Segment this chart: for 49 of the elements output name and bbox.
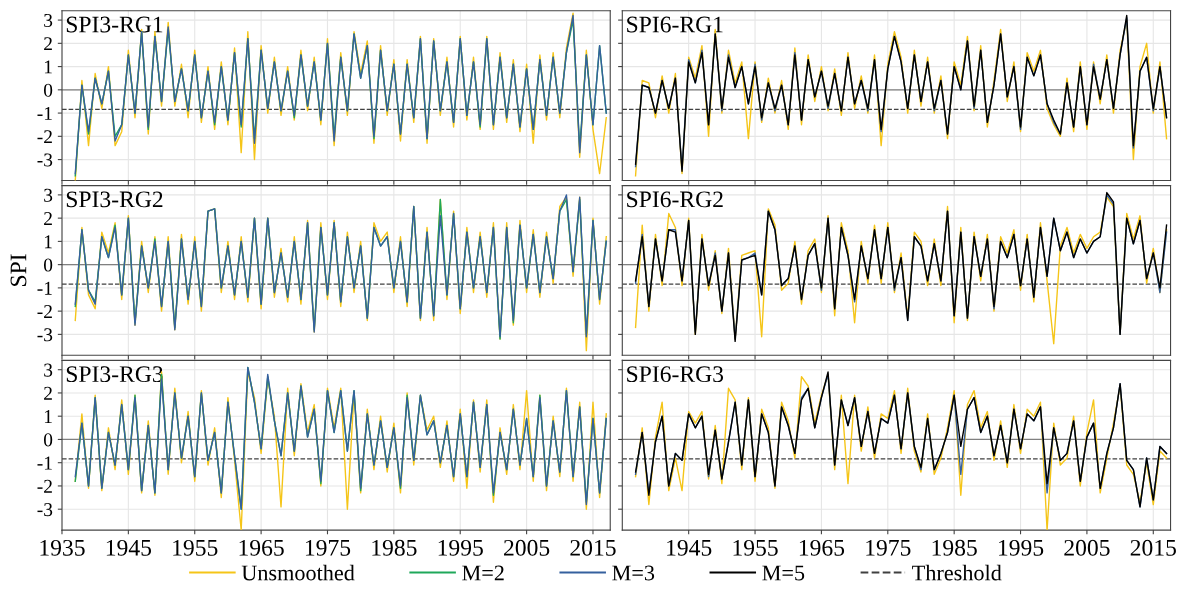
y-tick-label: 1 [44, 410, 52, 423]
chart-title: SPI3-RG2 [66, 191, 163, 208]
x-tick-label: 2015 [570, 539, 616, 556]
y-tick-label: 2 [44, 212, 52, 225]
y-tick-label: -1 [37, 281, 52, 295]
y-tick-label: -3 [37, 153, 53, 167]
x-tick-label: 1985 [372, 539, 417, 556]
y-axis-title: SPI [10, 254, 27, 286]
y-tick-label: 3 [44, 363, 53, 377]
legend-label: M=3 [612, 565, 655, 581]
x-tick-label: 1945 [667, 539, 712, 556]
y-tick-label: -3 [37, 503, 53, 517]
x-tick-label: 2015 [1130, 539, 1176, 556]
y-tick-label: 2 [44, 386, 52, 400]
x-tick-label: 1965 [799, 539, 845, 556]
x-tick-label: 2005 [1064, 539, 1110, 556]
chart-title: SPI6-RG1 [627, 16, 723, 33]
y-tick-label: -1 [37, 456, 52, 470]
y-tick-label: 0 [43, 258, 53, 272]
y-tick-label: 2 [44, 37, 52, 51]
legend-label: Unsmoothed [241, 564, 355, 581]
y-tick-label: 0 [43, 433, 53, 447]
x-tick-label: 1995 [999, 539, 1044, 556]
legend-label: Threshold [912, 564, 1002, 581]
x-tick-label: 2005 [504, 539, 550, 556]
y-tick-label: -3 [37, 328, 53, 342]
y-tick-label: -1 [37, 106, 52, 120]
x-tick-label: 1995 [438, 539, 483, 556]
y-tick-label: -2 [37, 479, 52, 493]
x-tick-label: 1955 [733, 539, 778, 556]
y-tick-label: 3 [44, 188, 53, 202]
legend-label: M=5 [762, 565, 805, 581]
y-tick-label: 1 [44, 235, 52, 249]
x-tick-label: 1975 [305, 539, 351, 556]
chart-title: SPI6-RG3 [627, 366, 724, 383]
x-tick-label: 1985 [932, 539, 977, 556]
legend-label: M=2 [462, 565, 504, 581]
y-tick-label: 3 [44, 13, 53, 28]
x-tick-label: 1945 [106, 539, 152, 556]
x-tick-label: 1935 [40, 539, 85, 556]
x-tick-label: 1975 [866, 539, 911, 556]
chart-title: SPI6-RG2 [627, 191, 723, 208]
x-tick-label: 1965 [239, 539, 284, 556]
chart-title: SPI3-RG1 [66, 16, 163, 33]
y-tick-label: 0 [43, 83, 53, 97]
y-tick-label: -2 [37, 305, 52, 318]
x-tick-label: 1955 [173, 539, 218, 556]
y-tick-label: -2 [37, 130, 52, 144]
y-tick-label: 1 [44, 60, 52, 74]
